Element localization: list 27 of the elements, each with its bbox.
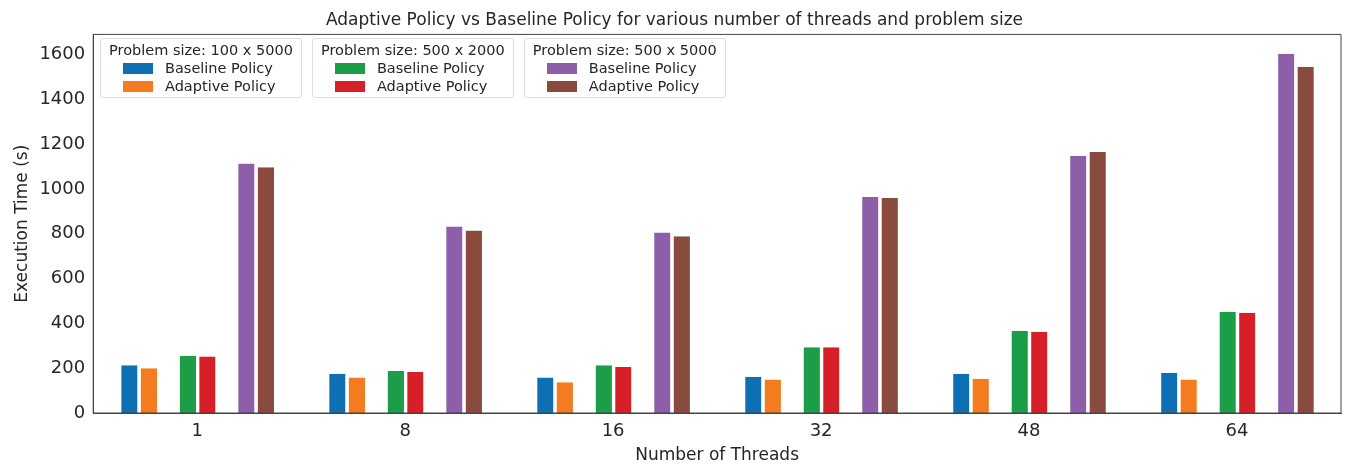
y-tick-label: 1200 bbox=[39, 131, 86, 153]
legend-label: Baseline Policy bbox=[588, 60, 697, 76]
x-tick-label: 1 bbox=[191, 419, 203, 441]
x-axis-title: Number of Threads bbox=[635, 444, 800, 465]
legend-label: Adaptive Policy bbox=[588, 78, 700, 94]
y-tick-label: 1000 bbox=[39, 176, 86, 198]
text: Problem size: 100 x 5000 bbox=[109, 42, 293, 58]
x-tick-label: 16 bbox=[601, 419, 625, 441]
legend-label: Baseline Policy bbox=[376, 60, 485, 76]
x-tick-label: 8 bbox=[399, 419, 411, 441]
x-tick-label: 64 bbox=[1225, 419, 1249, 441]
legend-label: Adaptive Policy bbox=[376, 78, 488, 94]
y-tick-label: 600 bbox=[50, 266, 86, 288]
y-axis-title: Execution Time (s) bbox=[10, 144, 31, 303]
y-tick-label: 1400 bbox=[39, 87, 86, 109]
y-tick-label: 0 bbox=[73, 400, 86, 422]
y-tick-label: 1600 bbox=[39, 42, 86, 64]
y-tick-label: 400 bbox=[50, 311, 86, 333]
y-tick-label: 200 bbox=[50, 355, 86, 377]
y-tick-label: 800 bbox=[50, 221, 86, 243]
legend-label: Baseline Policy bbox=[165, 60, 273, 76]
chart-title: Adaptive Policy vs Baseline Policy for various number of threads and problem size bbox=[325, 8, 1024, 29]
legend-label: Adaptive Policy bbox=[165, 78, 276, 94]
text: Problem size: 500 x 2000 bbox=[320, 42, 505, 58]
text: Problem size: 500 x 5000 bbox=[532, 42, 717, 58]
x-tick-label: 32 bbox=[809, 419, 833, 441]
x-tick-label: 48 bbox=[1017, 419, 1041, 441]
